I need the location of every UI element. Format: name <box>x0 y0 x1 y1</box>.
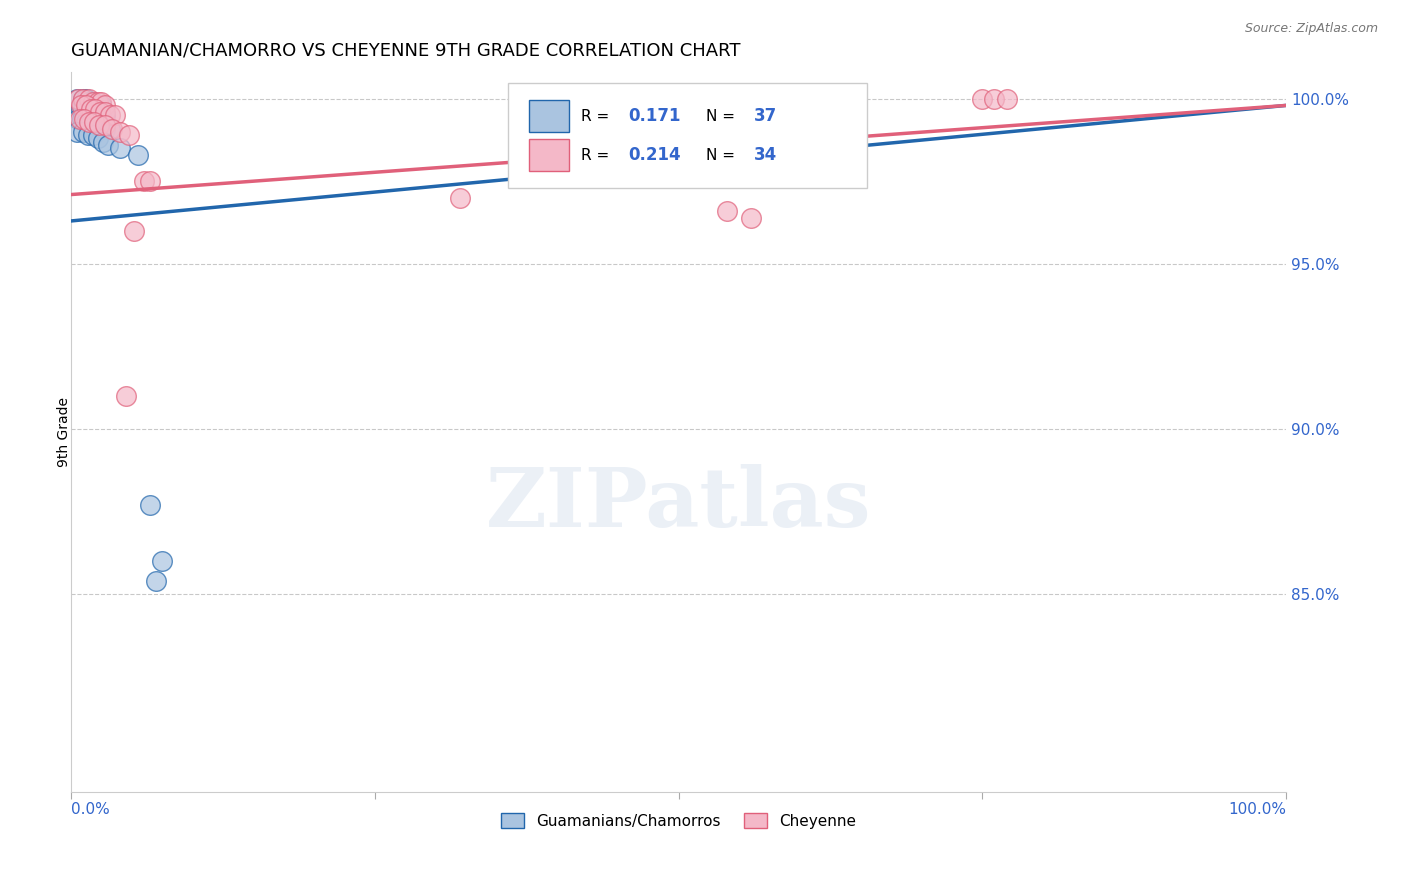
Text: 0.171: 0.171 <box>628 107 682 125</box>
Text: 0.214: 0.214 <box>628 146 682 164</box>
Point <box>98 121 121 136</box>
Point <box>75 92 97 106</box>
Point <box>118 128 141 143</box>
Point <box>69 98 91 112</box>
Point <box>108 141 131 155</box>
Point <box>66 92 89 106</box>
Point <box>101 121 124 136</box>
Text: Source: ZipAtlas.com: Source: ZipAtlas.com <box>1244 22 1378 36</box>
Point <box>89 105 111 120</box>
Point <box>72 92 94 106</box>
Text: R =: R = <box>581 148 614 162</box>
Point <box>82 95 104 109</box>
Legend: Guamanians/Chamorros, Cheyenne: Guamanians/Chamorros, Cheyenne <box>495 806 862 835</box>
Point <box>67 92 90 106</box>
Point <box>79 95 101 109</box>
FancyBboxPatch shape <box>509 83 868 187</box>
Point <box>139 498 162 512</box>
Bar <box>529 138 569 171</box>
Point <box>87 118 110 132</box>
Point <box>77 128 100 143</box>
Point <box>79 95 101 109</box>
Point <box>87 95 110 109</box>
Point <box>90 95 112 109</box>
Point <box>94 121 117 136</box>
Point <box>90 98 112 112</box>
Point <box>83 115 105 129</box>
Point <box>69 112 91 126</box>
Point <box>87 131 110 145</box>
Point <box>76 102 98 116</box>
Point <box>82 95 104 109</box>
Point <box>79 102 101 116</box>
Point <box>139 174 162 188</box>
Point <box>75 98 97 112</box>
Point <box>124 224 146 238</box>
Y-axis label: 9th Grade: 9th Grade <box>58 397 72 467</box>
Text: 34: 34 <box>754 146 778 164</box>
Point <box>84 98 107 112</box>
Point <box>73 112 96 126</box>
Point <box>94 105 117 120</box>
Point <box>75 115 97 129</box>
Point <box>79 115 101 129</box>
Text: R =: R = <box>581 109 614 124</box>
Point <box>127 148 149 162</box>
Point <box>104 108 127 122</box>
Point <box>94 118 117 132</box>
Point <box>983 92 1005 106</box>
Point <box>98 108 121 122</box>
Point <box>740 211 762 225</box>
Text: N =: N = <box>706 109 741 124</box>
Point <box>132 174 155 188</box>
Point <box>70 112 93 126</box>
Text: 0.0%: 0.0% <box>72 802 110 817</box>
Point <box>716 204 738 219</box>
Text: N =: N = <box>706 148 741 162</box>
Point <box>82 128 104 143</box>
Text: ZIPatlas: ZIPatlas <box>486 464 872 544</box>
Point <box>84 102 107 116</box>
Point <box>79 115 101 129</box>
Point <box>89 118 111 132</box>
Point <box>84 105 107 120</box>
Point <box>150 554 173 568</box>
Point <box>94 108 117 122</box>
Point <box>72 125 94 139</box>
Point <box>79 92 101 106</box>
Point <box>108 125 131 139</box>
Point <box>995 92 1018 106</box>
Point <box>66 125 89 139</box>
Point <box>97 138 120 153</box>
Text: 37: 37 <box>754 107 778 125</box>
Point <box>449 191 471 205</box>
Point <box>94 98 117 112</box>
Point <box>91 135 114 149</box>
Text: GUAMANIAN/CHAMORRO VS CHEYENNE 9TH GRADE CORRELATION CHART: GUAMANIAN/CHAMORRO VS CHEYENNE 9TH GRADE… <box>72 42 741 60</box>
Text: 100.0%: 100.0% <box>1227 802 1286 817</box>
Point <box>84 118 107 132</box>
Point <box>72 102 94 116</box>
Point <box>79 105 101 120</box>
Point <box>114 389 136 403</box>
Point <box>72 92 94 106</box>
Point <box>972 92 994 106</box>
Bar <box>529 100 569 132</box>
Point <box>87 98 110 112</box>
Point <box>90 108 112 122</box>
Point <box>67 112 90 126</box>
Point <box>69 102 91 116</box>
Point <box>145 574 167 588</box>
Point <box>87 105 110 120</box>
